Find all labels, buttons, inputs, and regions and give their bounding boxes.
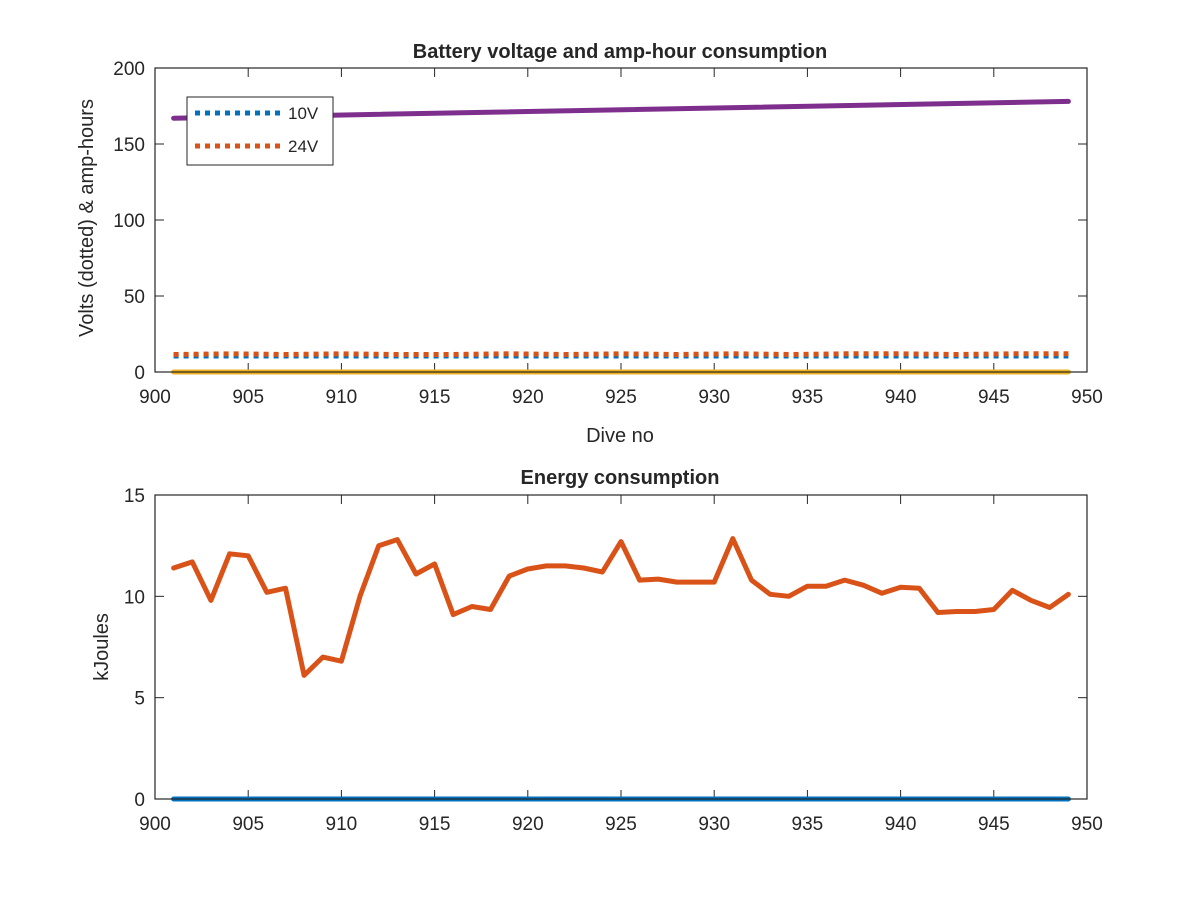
- ticks-group: 900 905 910 915 920 925 930 935 940 945 950 0 50 100 1…: [113, 59, 1103, 408]
- series-line-24v: [173, 351, 1069, 357]
- y-tick-label: 0: [134, 790, 145, 811]
- chart-title: Battery voltage and amp-hour consumption: [413, 41, 827, 63]
- legend-label-24v: 24V: [288, 137, 319, 156]
- series-group: [171, 536, 1071, 802]
- x-tick-label: 915: [419, 814, 451, 835]
- axes-energy: Energy consumption kJoules 900 905 910 915 9…: [91, 467, 1103, 835]
- x-tick-label: 925: [605, 387, 637, 408]
- x-tick-label: 900: [139, 387, 171, 408]
- y-tick-label: 5: [134, 689, 145, 710]
- x-tick-label: 900: [139, 814, 171, 835]
- x-tick-label: 925: [605, 814, 637, 835]
- axes-battery: Battery voltage and amp-hour consumption…: [76, 41, 1103, 447]
- x-tick-label: 950: [1071, 387, 1103, 408]
- legend-label-10v: 10V: [288, 104, 319, 123]
- x-tick-label: 920: [512, 814, 544, 835]
- x-tick-label: 910: [326, 814, 358, 835]
- x-tick-label: 905: [232, 814, 264, 835]
- legend: 10V 24V: [186, 96, 334, 166]
- axes-box: [154, 494, 1088, 800]
- x-tick-label: 935: [792, 387, 824, 408]
- x-tick-label: 930: [698, 387, 730, 408]
- y-tick-label: 150: [113, 135, 145, 156]
- chart-title: Energy consumption: [521, 467, 720, 489]
- y-tick-label: 10: [124, 587, 145, 608]
- y-axis-label: Volts (dotted) & amp-hours: [76, 99, 98, 337]
- y-tick-label: 15: [124, 486, 145, 507]
- series-line-2: [171, 536, 1071, 678]
- y-tick-label: 50: [124, 287, 145, 308]
- x-tick-label: 945: [978, 814, 1010, 835]
- legend-box: [186, 96, 334, 166]
- ticks-group: 900 905 910 915 920 925 930 935 940 945 950 0 5 10 15: [124, 486, 1103, 835]
- x-axis-label: Dive no: [586, 425, 654, 447]
- y-tick-label: 200: [113, 59, 145, 80]
- x-tick-label: 930: [698, 814, 730, 835]
- x-tick-label: 915: [419, 387, 451, 408]
- x-tick-label: 935: [792, 814, 824, 835]
- x-tick-label: 950: [1071, 814, 1103, 835]
- x-tick-label: 940: [885, 387, 917, 408]
- x-tick-label: 920: [512, 387, 544, 408]
- axes-box: [154, 67, 1088, 373]
- x-tick-label: 905: [232, 387, 264, 408]
- x-tick-label: 940: [885, 814, 917, 835]
- x-tick-label: 945: [978, 387, 1010, 408]
- y-tick-label: 100: [113, 211, 145, 232]
- y-tick-label: 0: [134, 363, 145, 384]
- y-axis-label: kJoules: [91, 613, 113, 681]
- x-tick-label: 910: [326, 387, 358, 408]
